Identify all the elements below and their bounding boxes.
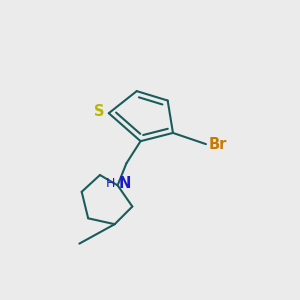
Text: Br: Br [209, 136, 227, 152]
Text: H: H [106, 177, 115, 190]
Text: N: N [119, 176, 131, 191]
Text: S: S [94, 104, 104, 119]
